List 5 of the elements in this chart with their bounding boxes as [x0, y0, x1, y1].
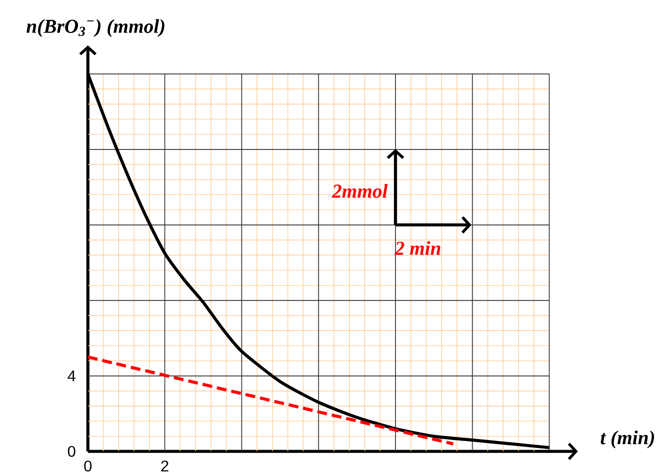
annotation: 2mmol — [332, 184, 388, 198]
x-tick-label: 2 — [161, 460, 168, 472]
y-axis-title: n(BrO$_{3}$$^{−}$) (mmol) — [26, 18, 164, 37]
x-axis-title: t (min) — [600, 430, 654, 448]
y-tick-label: 4 — [68, 370, 76, 382]
